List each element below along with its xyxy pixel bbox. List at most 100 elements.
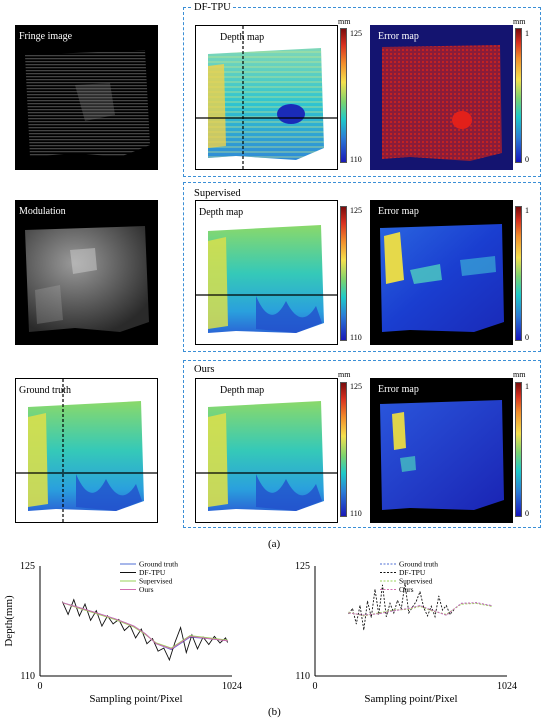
error-map-supervised: Error map: [370, 200, 513, 345]
error-colorbar-max-row3: 1: [525, 382, 529, 391]
depth-map-ours-image: [196, 401, 337, 511]
y-axis-label: Depth(mm): [3, 595, 15, 647]
data-point: [213, 636, 215, 637]
data-point: [219, 642, 221, 644]
group-title-supervised: Supervised: [192, 188, 243, 199]
x-tick-label: 0: [38, 681, 43, 692]
data-point: [445, 614, 447, 616]
data-point: [208, 637, 210, 639]
data-point: [77, 606, 78, 608]
data-point: [374, 589, 376, 590]
data-point: [155, 643, 157, 645]
group-title-ours: Ours: [192, 364, 217, 375]
x-tick-label: 1024: [222, 681, 242, 692]
data-point: [123, 630, 125, 631]
depth-map-df-tpu-image: [196, 26, 337, 169]
group-box-supervised: [183, 182, 541, 352]
group-box-df-tpu: [183, 7, 541, 177]
error-colorbar-row3: [515, 382, 522, 517]
legend-entry: DF-TPU: [399, 568, 426, 577]
modulation-image-texture: [25, 226, 149, 332]
data-point: [90, 619, 92, 621]
data-point: [95, 610, 97, 612]
fringe-image-label: Fringe image: [19, 31, 73, 42]
x-tick-label: 0: [313, 681, 318, 692]
depth-map-supervised-label: Depth map: [199, 207, 244, 218]
data-point: [400, 608, 402, 609]
ground-truth-image: [16, 379, 157, 522]
data-point: [442, 609, 443, 611]
error-map-df-tpu-image: [370, 25, 513, 170]
data-point: [430, 605, 432, 607]
data-point: [197, 648, 198, 650]
data-point: [408, 612, 410, 614]
caption-b: (b): [268, 706, 281, 718]
error-colorbar-min-row2: 0: [525, 333, 529, 342]
depth-map-supervised-image: [196, 225, 337, 333]
data-point: [430, 609, 432, 611]
group-title-df-tpu: DF-TPU: [192, 2, 233, 13]
depth-colorbar-min-row1: 110: [350, 155, 362, 164]
error-colorbar-row2: [515, 206, 522, 341]
legend-entry: Ours: [139, 585, 154, 594]
data-point: [191, 634, 193, 636]
data-point: [144, 633, 146, 634]
caption-a: (a): [268, 538, 281, 550]
data-point: [225, 637, 227, 639]
error-map-df-tpu: Error map: [370, 25, 513, 170]
data-point: [152, 638, 153, 639]
modulation-image: Modulation: [15, 200, 158, 345]
depth-map-df-tpu-label: Depth map: [220, 32, 265, 43]
data-point: [419, 605, 421, 606]
data-point: [397, 600, 398, 601]
data-point: [73, 599, 75, 601]
error-colorbar-row1: [515, 28, 522, 163]
legend-entry: Supervised: [139, 577, 173, 586]
depth-colorbar-unit-row3: mm: [338, 370, 351, 379]
x-axis-label: Sampling point/Pixel: [364, 693, 457, 705]
data-point: [348, 612, 350, 614]
error-colorbar-unit-row1: mm: [513, 17, 526, 26]
data-point: [419, 591, 421, 593]
data-point: [180, 627, 182, 628]
data-point: [84, 603, 86, 605]
data-point: [67, 614, 69, 615]
depth-colorbar-row3: [340, 382, 347, 517]
data-point: [208, 644, 210, 645]
data-point: [157, 650, 159, 652]
modulation-label: Modulation: [19, 206, 66, 217]
y-tick-label: 125: [295, 561, 310, 572]
data-point: [423, 607, 425, 609]
depth-colorbar-max-row3: 125: [350, 382, 362, 391]
data-point: [460, 603, 462, 605]
error-map-ours: Error map: [370, 378, 513, 523]
y-tick-label: 125: [20, 561, 35, 572]
legend-entry: Ground truth: [399, 560, 438, 569]
depth-map-supervised: Depth map: [195, 200, 338, 345]
series-line-ours: [348, 602, 492, 616]
data-point: [355, 623, 357, 625]
data-point: [95, 612, 97, 614]
data-point: [490, 605, 492, 607]
data-point: [363, 614, 365, 616]
data-point: [385, 616, 387, 617]
depth-colorbar-row2: [340, 206, 347, 341]
data-point: [114, 618, 116, 620]
data-point: [101, 625, 103, 627]
legend-entry: Supervised: [399, 577, 433, 586]
depth-colorbar-min-row2: 110: [350, 333, 362, 342]
data-point: [490, 605, 492, 606]
data-point: [348, 613, 350, 615]
data-point: [352, 608, 353, 609]
data-point: [112, 623, 114, 625]
y-tick-label: 110: [295, 671, 310, 682]
data-point: [135, 637, 137, 639]
error-map-supervised-label: Error map: [378, 206, 419, 217]
depth-map-df-tpu: Depth map: [195, 25, 338, 170]
data-point: [359, 605, 361, 606]
data-point: [133, 625, 135, 627]
group-box-ours: [183, 360, 541, 528]
data-point: [227, 640, 228, 642]
